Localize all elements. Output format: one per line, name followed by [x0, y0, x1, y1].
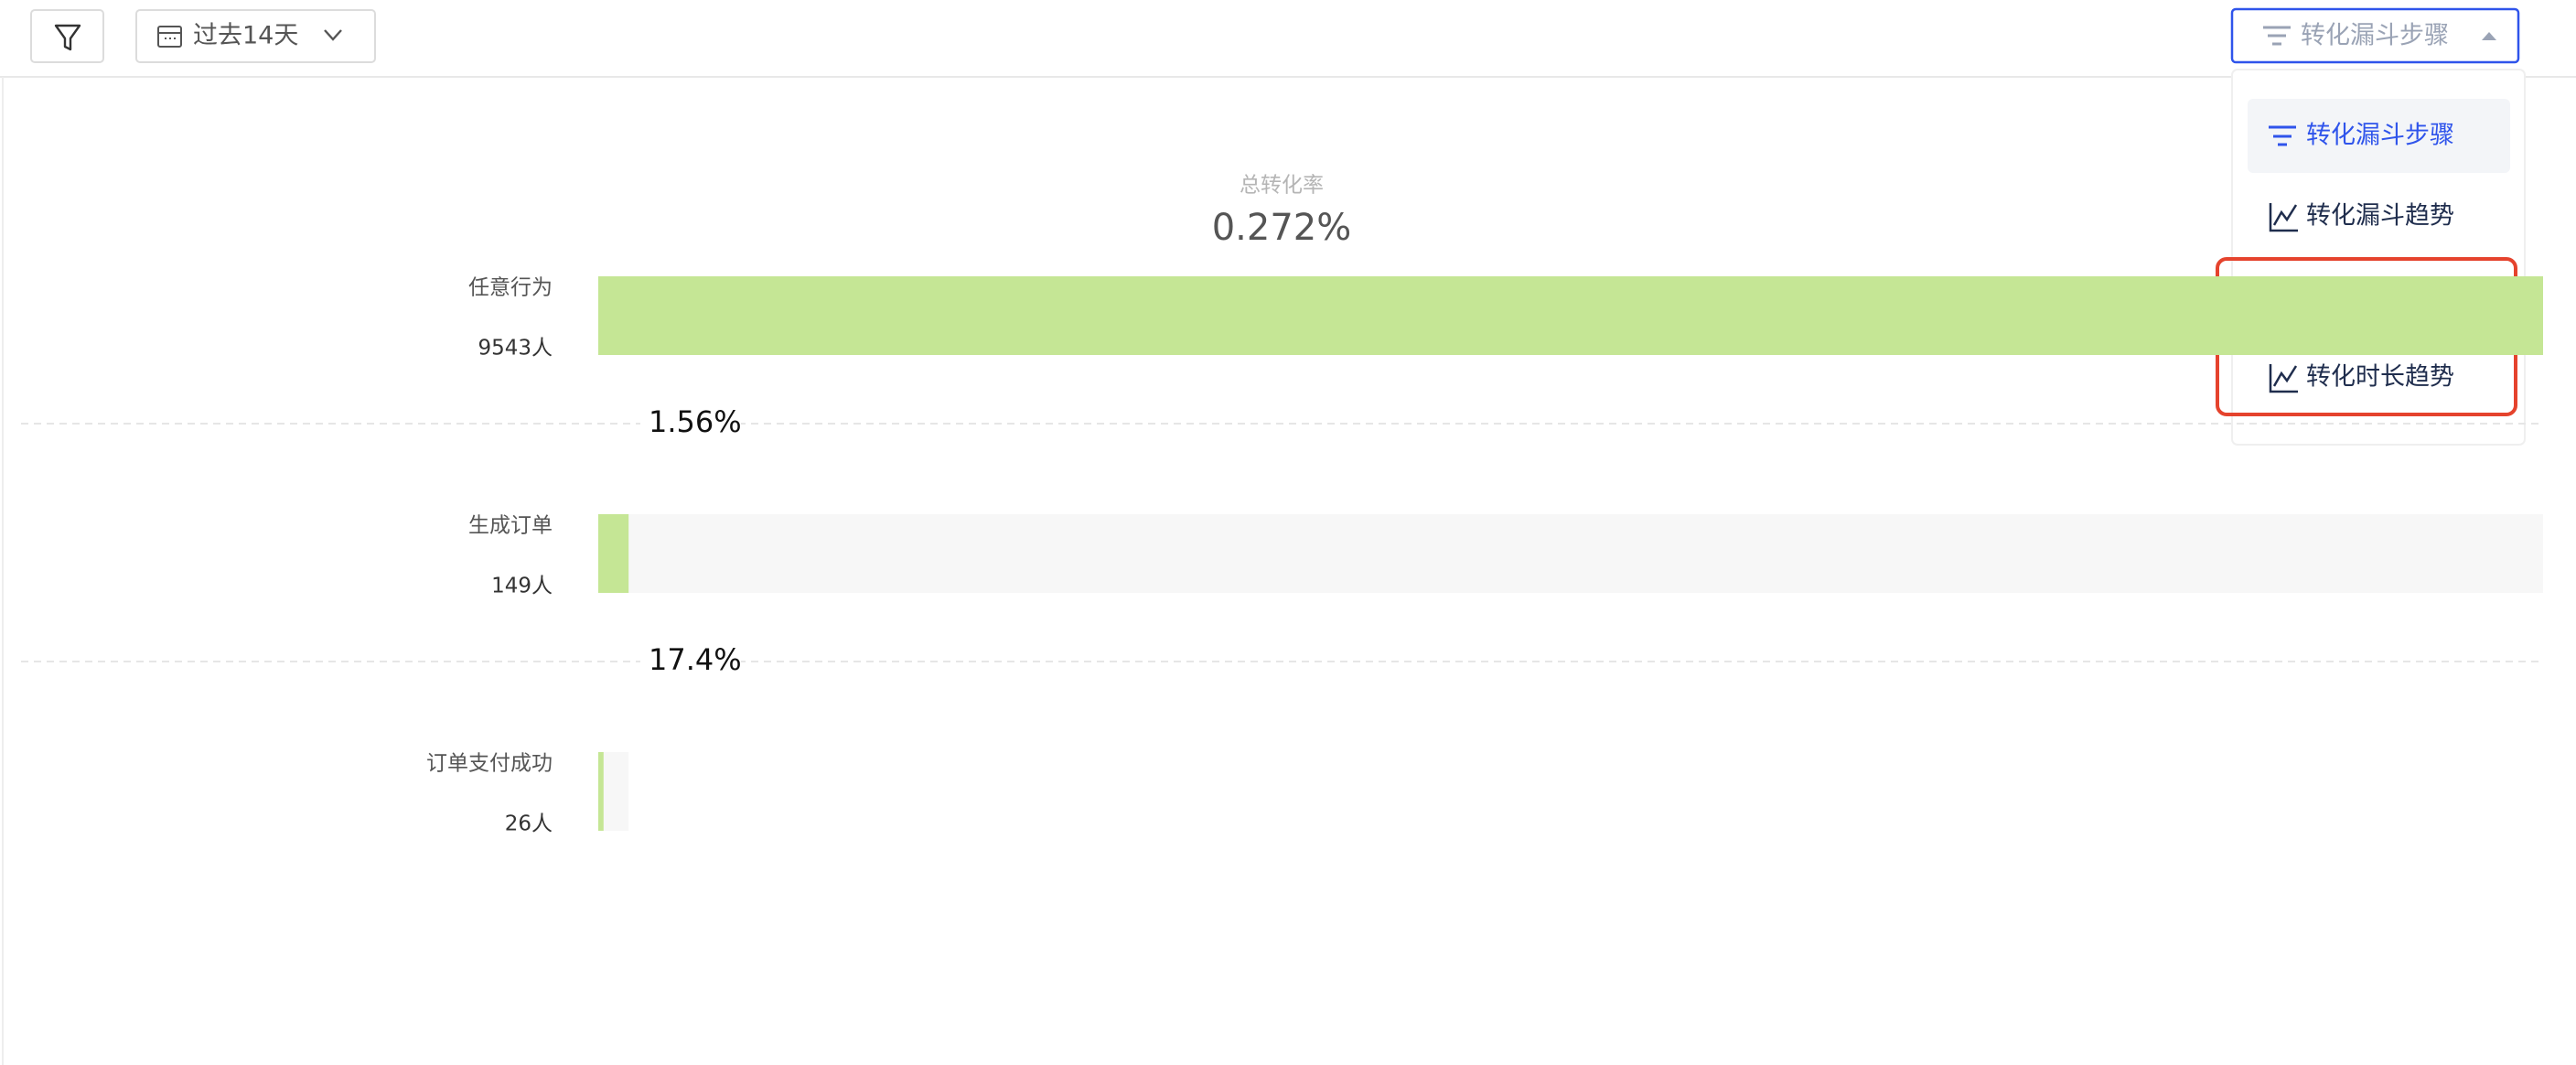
step-rate: 1.56%: [649, 404, 742, 439]
menu-item-text: 转化漏斗趋势: [2306, 202, 2454, 231]
trend-icon: [2269, 203, 2298, 232]
step-count: 9543人: [478, 337, 553, 360]
rate-backdrop: [640, 405, 741, 442]
date-range-dropdown[interactable]: 过去14天: [135, 9, 376, 63]
selector-frame: [2230, 7, 2520, 64]
menu-item[interactable]: 转化时长趋势: [2269, 363, 2454, 393]
total-rate-label: 总转化率: [1240, 174, 1324, 198]
bar: [598, 752, 604, 831]
calendar-icon: [157, 26, 182, 48]
menu-item-highlight: [2248, 99, 2510, 173]
bar: [598, 276, 2543, 355]
filter-icon: [54, 24, 81, 51]
caret-up: [2482, 32, 2496, 40]
rate-backdrop: [640, 643, 741, 680]
filter-button[interactable]: [30, 9, 104, 63]
bar: [598, 514, 629, 593]
step-name: 生成订单: [468, 514, 553, 538]
chevron-down: [324, 29, 342, 41]
bar-track: [598, 514, 2543, 593]
selector-value: 转化漏斗步骤: [2301, 22, 2449, 50]
total-rate-value: 0.272%: [1212, 207, 1352, 249]
date-range-text: 过去14天: [193, 22, 298, 50]
step-rate: 17.4%: [649, 642, 742, 677]
view-menu: 转化漏斗步骤 转化漏斗趋势 转化时长分布 转化时长趋势: [2216, 69, 2526, 446]
step-count: 26人: [505, 812, 553, 836]
trend-icon: [2269, 364, 2298, 393]
step-name: 订单支付成功: [426, 752, 553, 776]
step-count: 149人: [491, 575, 553, 598]
step-name: 任意行为: [468, 276, 553, 300]
menu-item[interactable]: 转化漏斗步骤: [2269, 122, 2454, 150]
menu-item-text: 转化时长趋势: [2306, 363, 2454, 392]
menu-item[interactable]: 转化漏斗趋势: [2269, 202, 2454, 232]
view-selector[interactable]: 转化漏斗步骤: [2230, 7, 2520, 64]
funnel-icon: [2269, 125, 2296, 146]
funnel-icon: [2263, 26, 2291, 46]
dropdown-frame: [135, 9, 376, 63]
menu-item-text: 转化漏斗步骤: [2306, 122, 2454, 150]
button-frame: [30, 9, 104, 63]
